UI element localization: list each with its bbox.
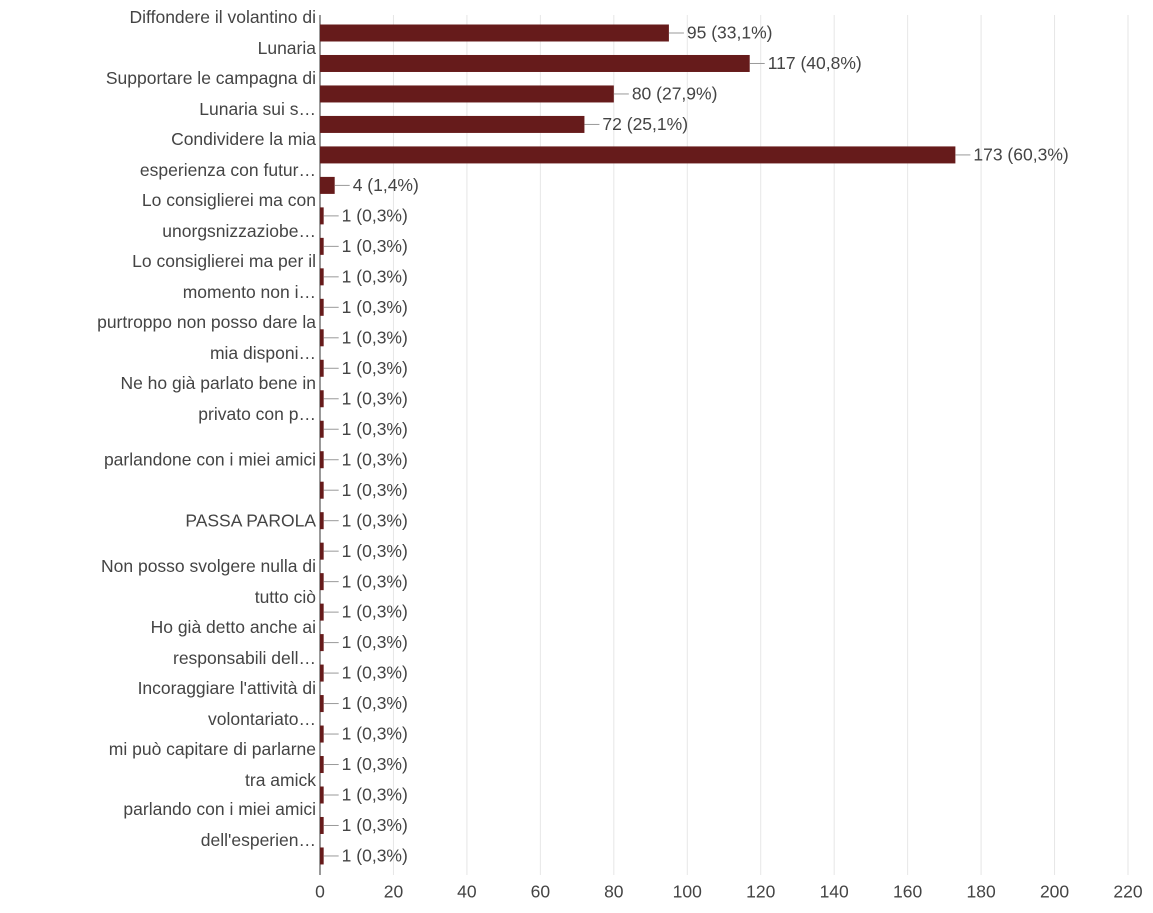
bar xyxy=(320,542,324,560)
bar xyxy=(320,176,335,194)
value-label: 1 (0,3%) xyxy=(342,571,408,591)
y-tick-label: mi può capitare di parlarne tra amick xyxy=(108,738,316,790)
y-tick-label: Diffondere il volantino di Lunaria xyxy=(129,7,316,58)
bar xyxy=(320,786,324,804)
bar xyxy=(320,329,324,347)
value-label: 1 (0,3%) xyxy=(342,724,408,744)
value-label: 173 (60,3%) xyxy=(973,145,1068,165)
bar xyxy=(320,115,585,133)
bar xyxy=(320,481,324,499)
bar xyxy=(320,54,750,72)
bar xyxy=(320,512,324,530)
bar xyxy=(320,390,324,408)
value-label: 1 (0,3%) xyxy=(342,266,408,286)
value-label: 1 (0,3%) xyxy=(342,388,408,408)
y-tick-label: Non posso svolgere nulla di tutto ciò xyxy=(101,555,316,607)
y-tick-label: PASSA PAROLA xyxy=(185,510,316,531)
value-label: 1 (0,3%) xyxy=(342,480,408,500)
value-label: 1 (0,3%) xyxy=(342,541,408,561)
value-label: 1 (0,3%) xyxy=(342,206,408,226)
value-label: 80 (27,9%) xyxy=(632,84,718,104)
x-tick-label: 140 xyxy=(820,882,849,902)
bar xyxy=(320,847,324,865)
y-tick-label: parlando con i miei amici dell'esperien… xyxy=(123,799,316,851)
value-label: 1 (0,3%) xyxy=(342,510,408,530)
value-label: 1 (0,3%) xyxy=(342,449,408,469)
value-label: 1 (0,3%) xyxy=(342,785,408,805)
bar xyxy=(320,268,324,286)
y-tick-label: Ne ho già parlato bene in privato con p… xyxy=(120,372,316,424)
bar xyxy=(320,573,324,591)
y-tick-label: Incoraggiare l'attività di volontariato… xyxy=(137,677,316,729)
value-label: 1 (0,3%) xyxy=(342,663,408,683)
value-label: 1 (0,3%) xyxy=(342,327,408,347)
bar xyxy=(320,451,324,469)
bar xyxy=(320,634,324,652)
value-label: 95 (33,1%) xyxy=(687,23,773,43)
y-tick-label: Condividere la mia esperienza con futur… xyxy=(139,128,316,180)
x-tick-label: 160 xyxy=(893,882,922,902)
y-tick-label: purtroppo non posso dare la mia disponi… xyxy=(97,311,316,363)
value-label: 1 (0,3%) xyxy=(342,602,408,622)
x-tick-label: 200 xyxy=(1040,882,1069,902)
x-tick-label: 220 xyxy=(1113,882,1142,902)
x-tick-label: 80 xyxy=(604,882,624,902)
bar xyxy=(320,695,324,713)
y-tick-label: Lo consiglierei ma con unorgsnizzaziobe… xyxy=(141,189,316,241)
bar xyxy=(320,816,324,834)
bar xyxy=(320,664,324,682)
value-label: 1 (0,3%) xyxy=(342,419,408,439)
value-label: 1 (0,3%) xyxy=(342,632,408,652)
bar xyxy=(320,725,324,743)
bar xyxy=(320,85,614,103)
value-label: 4 (1,4%) xyxy=(353,175,419,195)
x-tick-label: 0 xyxy=(315,882,325,902)
y-tick-label: parlandone con i miei amici xyxy=(103,449,316,470)
x-tick-label: 180 xyxy=(966,882,995,902)
bar xyxy=(320,359,324,377)
value-label: 1 (0,3%) xyxy=(342,693,408,713)
x-tick-label: 60 xyxy=(531,882,551,902)
bar xyxy=(320,24,669,42)
x-tick-label: 40 xyxy=(457,882,477,902)
bar xyxy=(320,756,324,774)
value-label: 1 (0,3%) xyxy=(342,236,408,256)
bar xyxy=(320,146,956,164)
y-tick-label: Ho già detto anche ai responsabili dell… xyxy=(150,616,316,668)
value-label: 72 (25,1%) xyxy=(602,114,688,134)
value-label: 117 (40,8%) xyxy=(768,53,862,73)
x-tick-label: 20 xyxy=(384,882,404,902)
bar xyxy=(320,207,324,225)
y-tick-label: Lo consiglierei ma per il momento non i… xyxy=(132,250,316,302)
bar xyxy=(320,603,324,621)
value-label: 1 (0,3%) xyxy=(342,754,408,774)
x-tick-label: 100 xyxy=(673,882,702,902)
x-tick-label: 120 xyxy=(746,882,775,902)
value-label: 1 (0,3%) xyxy=(342,297,408,317)
bar xyxy=(320,298,324,316)
bar xyxy=(320,420,324,438)
value-label: 1 (0,3%) xyxy=(342,358,408,378)
bar xyxy=(320,237,324,255)
value-label: 1 (0,3%) xyxy=(342,815,408,835)
y-tick-label: Supportare le campagna di Lunaria sui s… xyxy=(105,67,316,119)
value-label: 1 (0,3%) xyxy=(342,846,408,866)
